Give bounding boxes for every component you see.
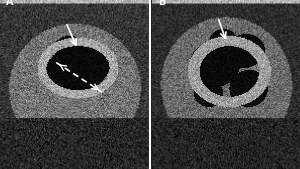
Text: A: A (6, 0, 14, 7)
Text: B: B (158, 0, 166, 7)
